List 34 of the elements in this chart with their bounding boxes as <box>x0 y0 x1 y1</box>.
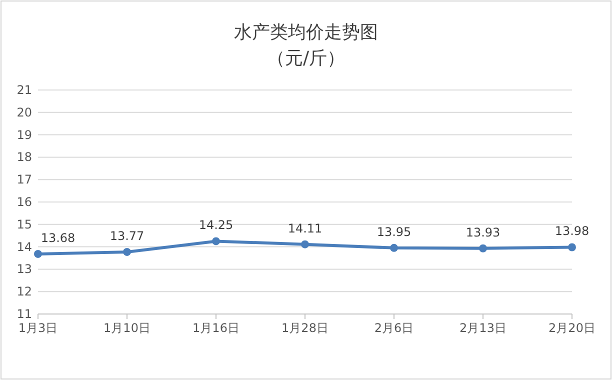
chart-title: 水产类均价走势图 <box>234 22 378 43</box>
y-tick-label: 21 <box>16 83 32 97</box>
point <box>123 248 131 256</box>
data-label: 13.93 <box>466 225 500 240</box>
x-tick-label: 1月16日 <box>192 321 240 335</box>
x-tick-label: 2月20日 <box>548 321 596 335</box>
y-tick-label: 18 <box>16 150 32 164</box>
point <box>479 244 487 252</box>
x-tick-label: 2月13日 <box>460 321 506 335</box>
data-label: 13.68 <box>40 230 76 245</box>
point <box>301 240 309 248</box>
chart-subtitle: （元/斤） <box>266 48 346 69</box>
point <box>212 237 220 246</box>
x-tick-label: 1月10日 <box>104 321 150 335</box>
data-label: 13.95 <box>376 224 412 239</box>
point <box>34 250 42 258</box>
y-tick-label: 15 <box>16 217 32 232</box>
x-tick-label: 2月6日 <box>374 321 414 335</box>
y-tick-label: 14 <box>16 240 32 254</box>
y-tick-label: 13 <box>16 262 32 276</box>
point <box>390 244 398 252</box>
y-tick-label: 19 <box>16 128 32 142</box>
x-tick-label: 1月28日 <box>282 321 328 335</box>
y-tick-label: 17 <box>16 172 32 187</box>
data-label: 14.11 <box>288 221 322 236</box>
y-tick-label: 12 <box>16 284 32 299</box>
data-label: 13.77 <box>110 228 144 243</box>
data-label: 13.98 <box>554 224 590 238</box>
data-label: 14.25 <box>198 218 234 232</box>
y-tick-label: 20 <box>16 105 32 120</box>
x-tick-label: 1月3日 <box>18 321 58 335</box>
y-tick-label: 16 <box>16 195 32 209</box>
point <box>568 243 576 252</box>
y-tick-label: 11 <box>16 307 32 321</box>
